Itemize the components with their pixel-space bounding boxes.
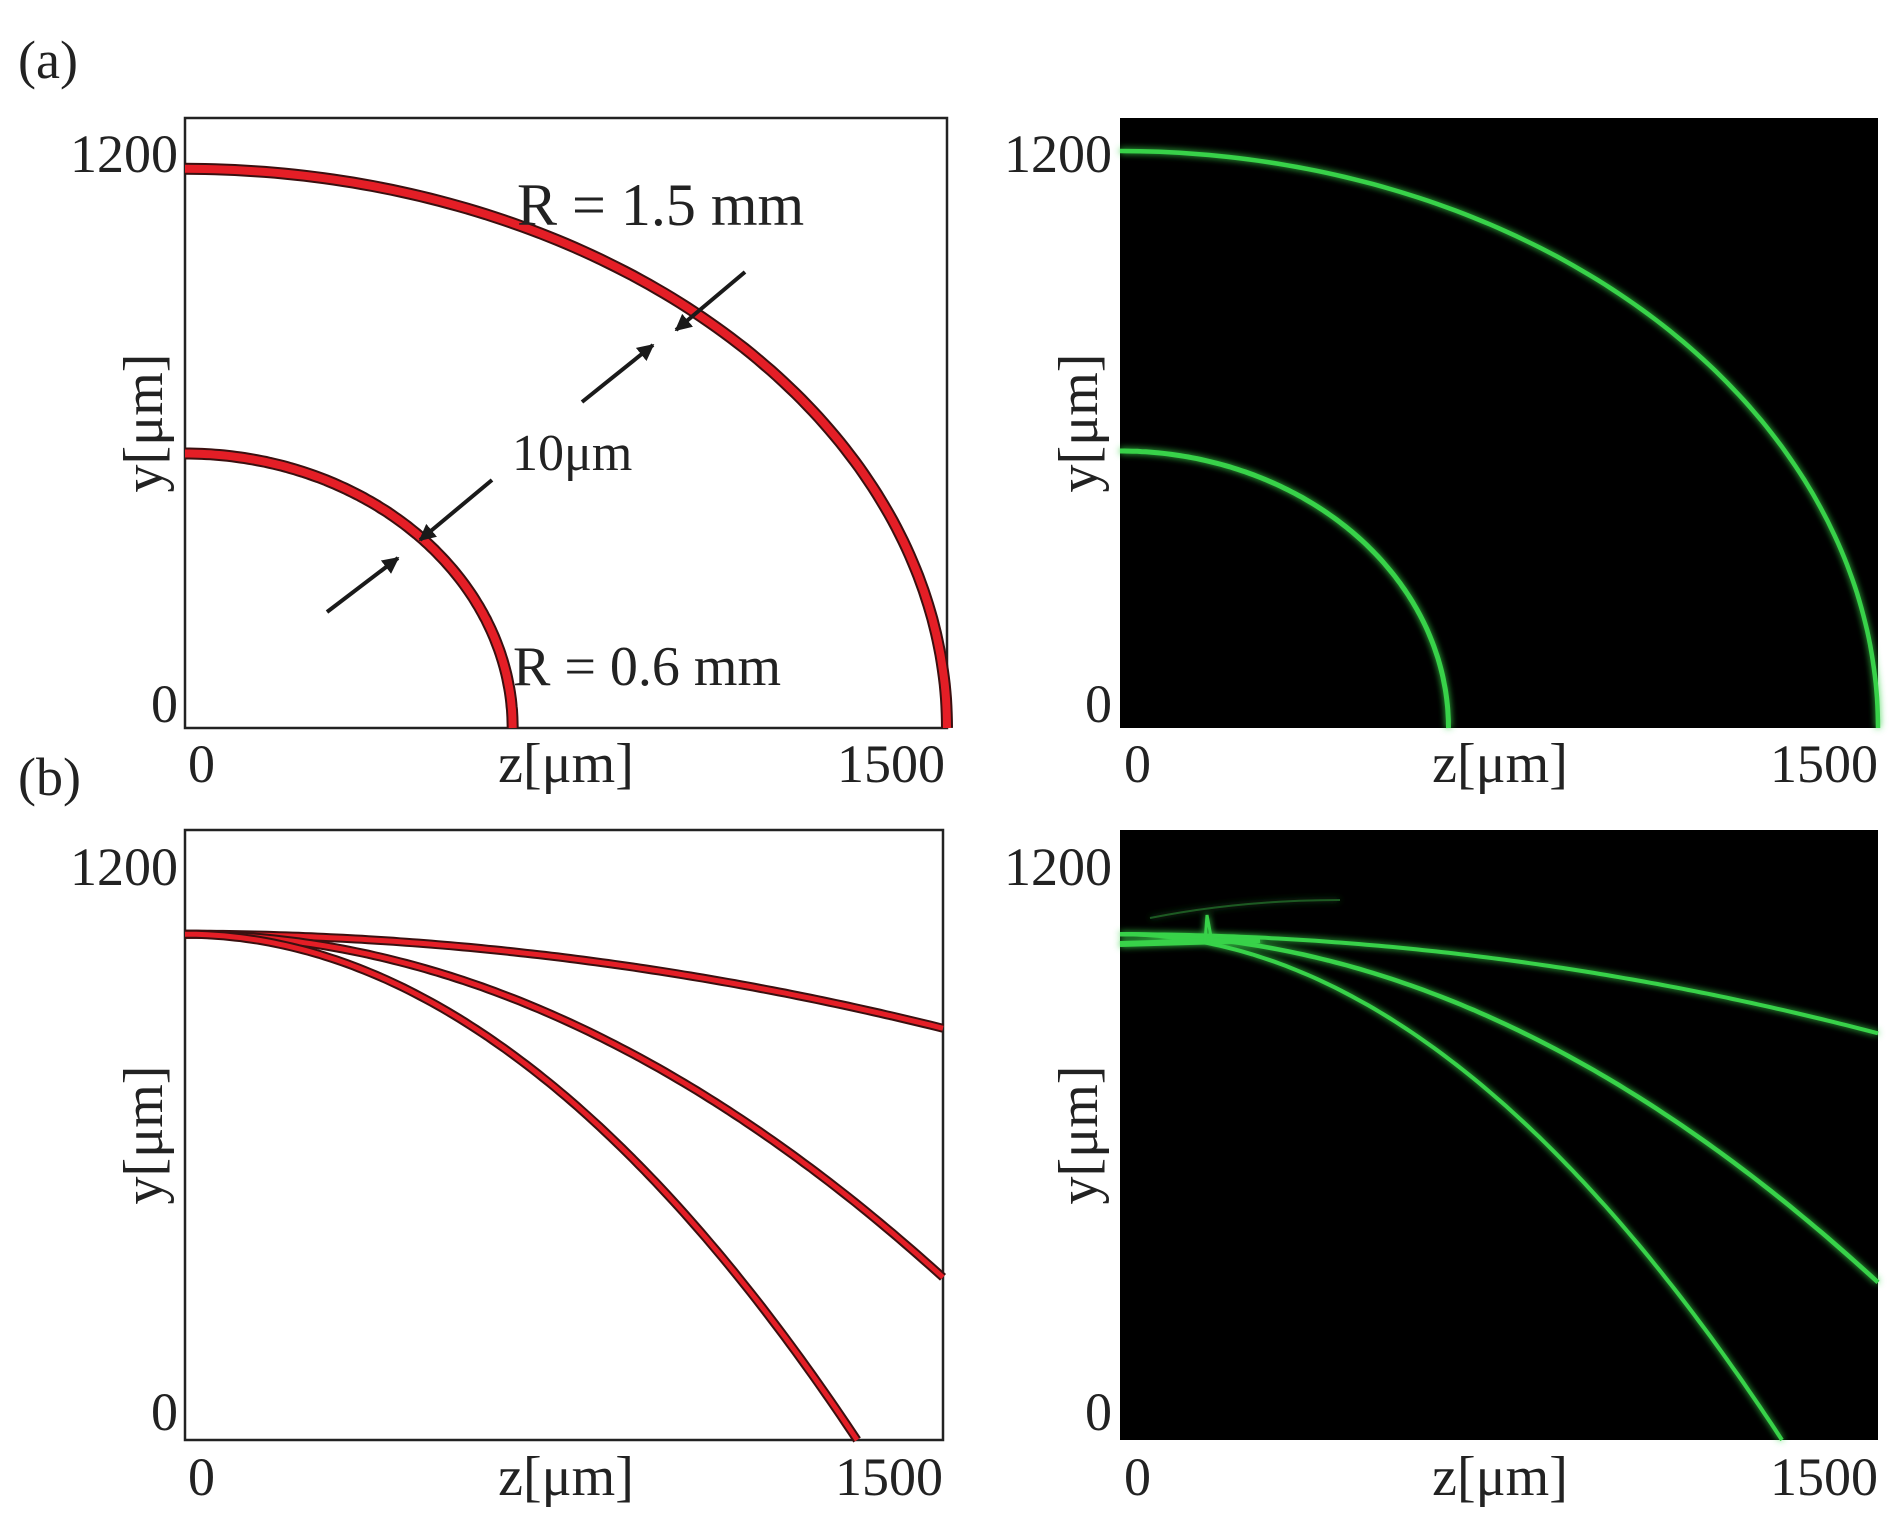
- x-tick-max: 1500: [1770, 734, 1878, 794]
- y-tick-zero: 0: [151, 1382, 178, 1442]
- glow-curves: [1119, 148, 1881, 729]
- y-tick-zero: 0: [1085, 1382, 1112, 1442]
- panel-b-img: 1200 0 0 1500 z[μm] y[μm]: [1004, 830, 1880, 1508]
- glow-curve-2: [1120, 931, 1880, 1285]
- glow-inner: [1120, 448, 1451, 729]
- glow-spike: [1203, 914, 1214, 943]
- y-tick-zero: 0: [1085, 674, 1112, 734]
- y-tick-max: 1200: [1004, 124, 1112, 184]
- y-tick-max: 1200: [70, 837, 178, 897]
- x-axis-label: z[μm]: [498, 1446, 634, 1508]
- y-axis-label: y[μm]: [113, 354, 175, 493]
- y-tick-max: 1200: [70, 124, 178, 184]
- curves: [184, 162, 953, 729]
- y-axis-label: y[μm]: [1048, 1066, 1110, 1205]
- x-axis-label: z[μm]: [1432, 1446, 1568, 1508]
- x-tick-max: 1500: [1770, 1447, 1878, 1507]
- y-axis-label: y[μm]: [113, 1066, 175, 1205]
- y-tick-zero: 0: [151, 674, 178, 734]
- thickness-arrows: [325, 270, 747, 614]
- x-axis-label: z[μm]: [498, 733, 634, 795]
- glow-outer: [1119, 148, 1881, 729]
- label-inner-radius: R = 0.6 mm: [513, 636, 781, 698]
- y-tick-max: 1200: [1004, 837, 1112, 897]
- panel-b-sim: 1200 0 0 1500 z[μm] y[μm]: [70, 828, 947, 1508]
- x-tick-max: 1500: [837, 734, 945, 794]
- faint-trace: [1149, 899, 1341, 919]
- glow-curves: [1119, 899, 1880, 1442]
- x-tick-zero: 0: [1124, 1447, 1151, 1507]
- x-axis-label: z[μm]: [1432, 733, 1568, 795]
- glow-curve-1: [1120, 932, 1879, 1036]
- image-area: [1120, 830, 1878, 1440]
- panel-a-img: 1200 0 0 1500 z[μm] y[μm]: [1004, 118, 1881, 795]
- arrow-outer-left: [580, 343, 655, 404]
- x-tick-zero: 0: [188, 734, 215, 794]
- label-outer-radius: R = 1.5 mm: [517, 172, 804, 238]
- x-tick-max: 1500: [835, 1447, 943, 1507]
- curves: [185, 929, 947, 1443]
- arrow-inner-left: [325, 556, 400, 614]
- curve-outer: [184, 164, 951, 729]
- curve-1: [185, 931, 944, 1031]
- arrow-inner-right: [418, 478, 494, 542]
- image-area: [1120, 118, 1878, 728]
- panel-label-b: (b): [18, 747, 81, 807]
- glow-curve-3: [1120, 932, 1784, 1442]
- panel-a-sim: R = 1.5 mm 10μm R = 0.6 mm 1200 0 0 1500…: [70, 116, 953, 795]
- x-tick-zero: 0: [188, 1447, 215, 1507]
- curve-inner: [185, 449, 517, 729]
- curve-2: [185, 931, 945, 1280]
- glow-stub: [1119, 937, 1261, 947]
- y-axis-label: y[μm]: [1048, 354, 1110, 493]
- label-thickness: 10μm: [512, 425, 632, 482]
- x-tick-zero: 0: [1124, 734, 1151, 794]
- plot-area: [183, 828, 945, 1442]
- curve-3: [185, 931, 860, 1442]
- panel-label-a: (a): [18, 30, 78, 90]
- arrow-outer-right: [674, 270, 747, 332]
